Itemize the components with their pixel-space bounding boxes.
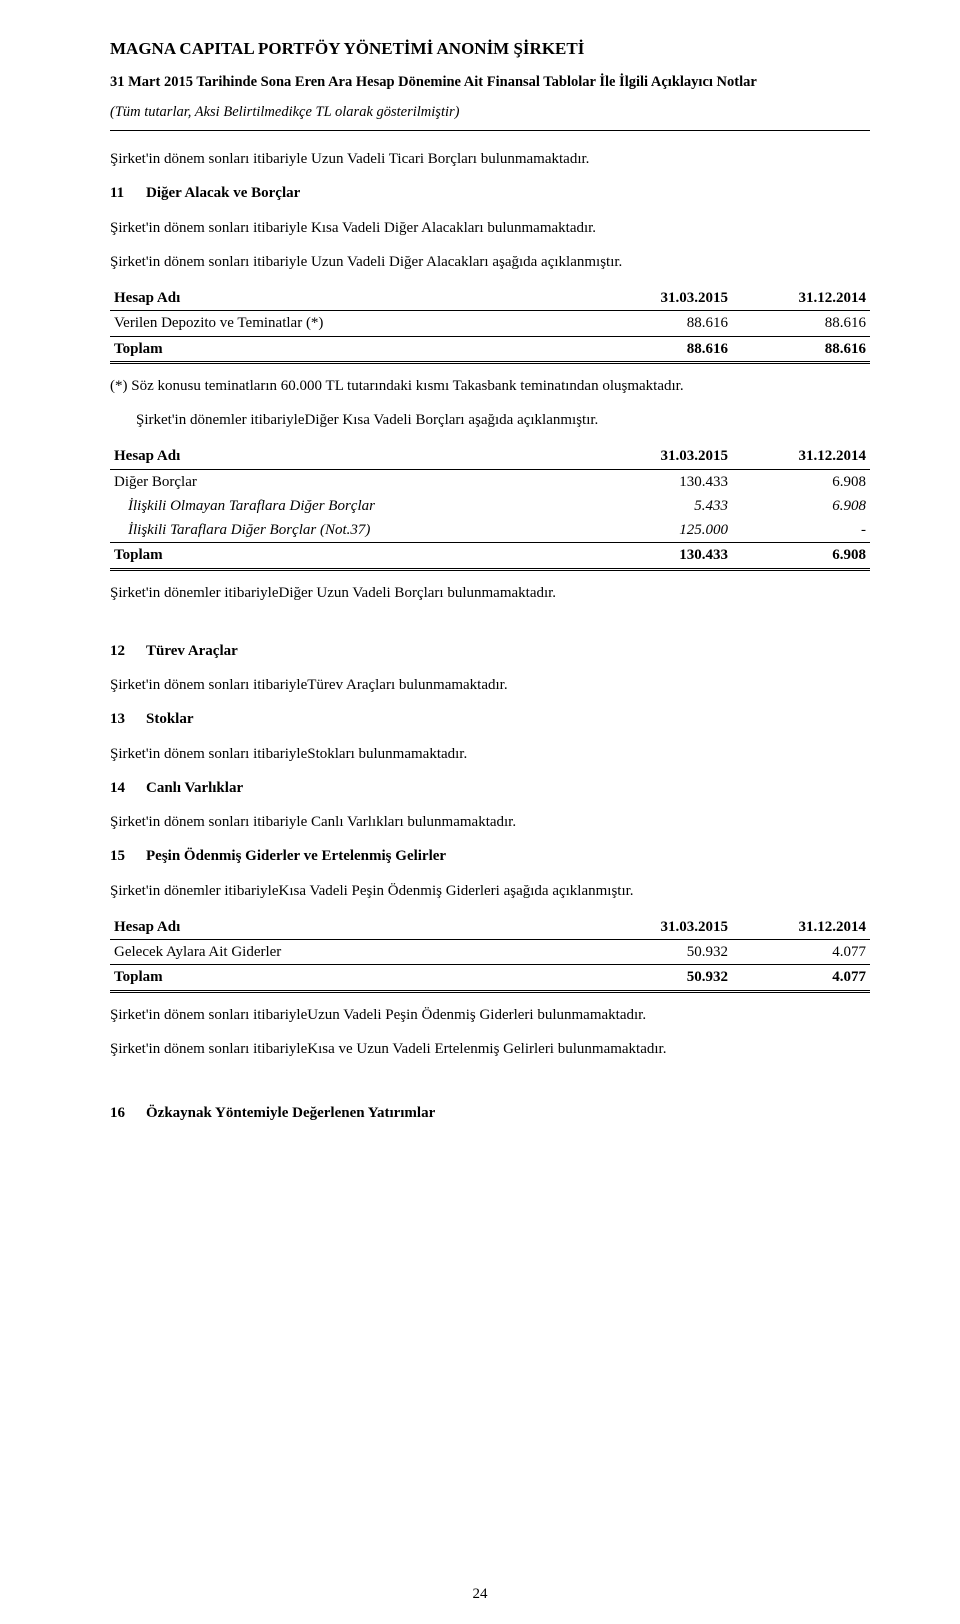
- table-row: İlişkili Olmayan Taraflara Diğer Borçlar…: [110, 494, 870, 518]
- section-number: 14: [110, 778, 146, 798]
- col-header: Hesap Adı: [110, 444, 594, 469]
- col-header: 31.03.2015: [594, 286, 732, 311]
- company-title: MAGNA CAPITAL PORTFÖY YÖNETİMİ ANONİM Şİ…: [110, 38, 870, 61]
- cell: 6.908: [732, 494, 870, 518]
- col-header: 31.12.2014: [732, 444, 870, 469]
- col-header: 31.12.2014: [732, 286, 870, 311]
- cell: 6.908: [732, 543, 870, 569]
- table-row: Diğer Borçlar 130.433 6.908: [110, 469, 870, 494]
- cell: İlişkili Taraflara Diğer Borçlar (Not.37…: [110, 518, 594, 543]
- cell: 6.908: [732, 469, 870, 494]
- cell: Toplam: [110, 965, 594, 991]
- cell: 50.932: [594, 940, 732, 965]
- cell: 4.077: [732, 940, 870, 965]
- table-total-row: Toplam 130.433 6.908: [110, 543, 870, 569]
- section-title: Türev Araçlar: [146, 641, 870, 661]
- cell: Gelecek Aylara Ait Giderler: [110, 940, 594, 965]
- section-number: 15: [110, 846, 146, 866]
- paragraph: Şirket'in dönem sonları itibariyleStokla…: [110, 744, 870, 764]
- col-header: 31.03.2015: [594, 915, 732, 940]
- section-11-heading: 11 Diğer Alacak ve Borçlar: [110, 183, 870, 203]
- paragraph: Şirket'in dönem sonları itibariyleUzun V…: [110, 1005, 870, 1025]
- section-number: 13: [110, 709, 146, 729]
- cell: 130.433: [594, 469, 732, 494]
- footnote: (*) Söz konusu teminatların 60.000 TL tu…: [110, 376, 870, 396]
- cell: Verilen Depozito ve Teminatlar (*): [110, 311, 594, 336]
- currency-note: (Tüm tutarlar, Aksi Belirtilmedikçe TL o…: [110, 103, 870, 123]
- table-deposits: Hesap Adı 31.03.2015 31.12.2014 Verilen …: [110, 286, 870, 364]
- cell: İlişkili Olmayan Taraflara Diğer Borçlar: [110, 494, 594, 518]
- section-number: 16: [110, 1103, 146, 1123]
- section-15-heading: 15 Peşin Ödenmiş Giderler ve Ertelenmiş …: [110, 846, 870, 866]
- paragraph: Şirket'in dönemler itibariyleKısa Vadeli…: [110, 881, 870, 901]
- table-row: Verilen Depozito ve Teminatlar (*) 88.61…: [110, 311, 870, 336]
- section-title: Peşin Ödenmiş Giderler ve Ertelenmiş Gel…: [146, 846, 870, 866]
- section-12-heading: 12 Türev Araçlar: [110, 641, 870, 661]
- section-number: 11: [110, 183, 146, 203]
- paragraph: Şirket'in dönem sonları itibariyleTürev …: [110, 675, 870, 695]
- paragraph: Şirket'in dönemler itibariyleDiğer Uzun …: [110, 583, 870, 603]
- table-total-row: Toplam 88.616 88.616: [110, 336, 870, 362]
- cell: Diğer Borçlar: [110, 469, 594, 494]
- table-total-row: Toplam 50.932 4.077: [110, 965, 870, 991]
- cell: Toplam: [110, 543, 594, 569]
- col-header: Hesap Adı: [110, 915, 594, 940]
- section-16-heading: 16 Özkaynak Yöntemiyle Değerlenen Yatırı…: [110, 1103, 870, 1123]
- cell: -: [732, 518, 870, 543]
- section-title: Diğer Alacak ve Borçlar: [146, 183, 870, 203]
- paragraph: Şirket'in dönem sonları itibariyle Uzun …: [110, 149, 870, 169]
- col-header: 31.12.2014: [732, 915, 870, 940]
- paragraph: Şirket'in dönem sonları itibariyleKısa v…: [110, 1039, 870, 1059]
- cell: 88.616: [594, 311, 732, 336]
- table-other-payables: Hesap Adı 31.03.2015 31.12.2014 Diğer Bo…: [110, 444, 870, 570]
- section-number: 12: [110, 641, 146, 661]
- cell: Toplam: [110, 336, 594, 362]
- cell: 88.616: [732, 336, 870, 362]
- cell: 125.000: [594, 518, 732, 543]
- header-rule: [110, 130, 870, 131]
- paragraph: Şirket'in dönem sonları itibariyle Uzun …: [110, 252, 870, 272]
- table-row: İlişkili Taraflara Diğer Borçlar (Not.37…: [110, 518, 870, 543]
- section-13-heading: 13 Stoklar: [110, 709, 870, 729]
- cell: 5.433: [594, 494, 732, 518]
- paragraph: Şirket'in dönemler itibariyleDiğer Kısa …: [110, 410, 870, 430]
- section-title: Özkaynak Yöntemiyle Değerlenen Yatırımla…: [146, 1103, 870, 1123]
- paragraph: Şirket'in dönem sonları itibariyle Kısa …: [110, 218, 870, 238]
- section-title: Stoklar: [146, 709, 870, 729]
- page-number: 24: [0, 1584, 960, 1604]
- section-14-heading: 14 Canlı Varlıklar: [110, 778, 870, 798]
- cell: 130.433: [594, 543, 732, 569]
- paragraph: Şirket'in dönem sonları itibariyle Canlı…: [110, 812, 870, 832]
- cell: 50.932: [594, 965, 732, 991]
- section-title: Canlı Varlıklar: [146, 778, 870, 798]
- table-prepaid-expenses: Hesap Adı 31.03.2015 31.12.2014 Gelecek …: [110, 915, 870, 993]
- cell: 4.077: [732, 965, 870, 991]
- col-header: 31.03.2015: [594, 444, 732, 469]
- report-subtitle: 31 Mart 2015 Tarihinde Sona Eren Ara Hes…: [110, 73, 870, 93]
- cell: 88.616: [594, 336, 732, 362]
- col-header: Hesap Adı: [110, 286, 594, 311]
- cell: 88.616: [732, 311, 870, 336]
- table-row: Gelecek Aylara Ait Giderler 50.932 4.077: [110, 940, 870, 965]
